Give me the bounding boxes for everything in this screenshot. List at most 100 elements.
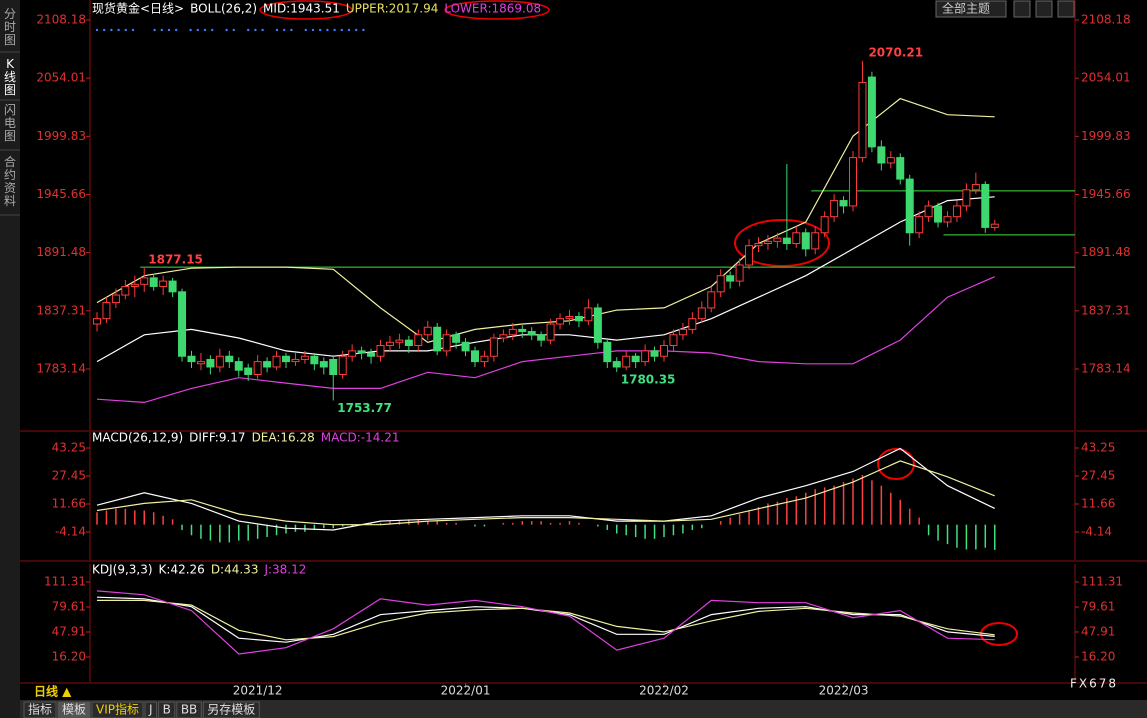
candle-body [688, 318, 697, 330]
period-label[interactable]: 日线 ▲ [34, 684, 72, 699]
indicator-label: MACD:-14.21 [321, 431, 400, 445]
candle-body [631, 355, 640, 363]
signal-dot [232, 28, 235, 32]
y-tick-label: 2108.18 [1081, 12, 1131, 26]
y-tick-label: 79.61 [1081, 599, 1115, 613]
bottom-tab[interactable]: 另存模板 [207, 703, 255, 717]
highlight-circle [877, 448, 915, 480]
candle-body [593, 307, 602, 343]
indicator-label: K:42.26 [159, 563, 205, 577]
candle-body [754, 243, 763, 247]
y-tick-label: 1891.48 [1081, 245, 1131, 259]
header-lower: LOWER:1869.08 [444, 2, 541, 16]
candle-body [527, 331, 536, 336]
bottom-tab[interactable]: VIP指标 [96, 702, 139, 717]
signal-dot [347, 28, 351, 32]
candle-body [565, 316, 574, 320]
signal-dot [304, 28, 307, 32]
candle-body [886, 157, 895, 164]
side-tab[interactable]: 合约资料 [4, 154, 16, 208]
candle-body [310, 355, 319, 365]
bottom-tab[interactable]: 指标 [28, 702, 52, 717]
candle-body [159, 280, 168, 287]
y-tick-label: 111.31 [1081, 574, 1123, 588]
bottom-tab[interactable]: B [163, 703, 171, 717]
candle-body [782, 237, 791, 245]
side-tab[interactable]: 闪电图 [4, 103, 16, 143]
candle-body [263, 361, 272, 368]
candle-body [811, 232, 820, 250]
candle-body [556, 318, 565, 325]
bottom-tab-frame[interactable] [57, 701, 91, 718]
candle-body [452, 334, 461, 343]
bottom-tab-frame[interactable] [158, 701, 176, 718]
candle-body [716, 275, 725, 293]
candle-body [622, 355, 631, 368]
time-label: 2022/01 [441, 684, 491, 698]
y-tick-label: 2054.01 [1081, 71, 1131, 85]
window-button[interactable] [1057, 0, 1075, 18]
y-tick-label: 1945.66 [36, 187, 86, 201]
y-tick-label: 79.61 [52, 599, 86, 613]
side-tab[interactable]: 分时图 [4, 7, 16, 47]
indicator-line [96, 460, 995, 526]
candle-body [508, 328, 517, 336]
highlight-circle [444, 0, 550, 20]
signal-dot [290, 28, 293, 32]
candle-body [867, 76, 876, 148]
candle-body [461, 341, 470, 352]
candle-body [102, 302, 111, 320]
theme-button[interactable] [935, 0, 1007, 18]
y-tick-label: 1837.31 [36, 303, 86, 317]
candle-body [319, 361, 328, 368]
header-symbol: 现货黄金<日线> [92, 1, 184, 16]
y-tick-label: 27.45 [52, 469, 86, 483]
candle-body [111, 294, 120, 304]
signal-dot [103, 28, 106, 32]
signal-dot [311, 28, 315, 32]
indicator-label: MACD(26,12,9) [92, 431, 183, 445]
bottom-tab[interactable]: 模板 [62, 703, 86, 717]
signal-dot [110, 28, 113, 32]
window-button[interactable] [1035, 0, 1053, 18]
signal-dots [95, 28, 365, 32]
signal-dot [95, 28, 99, 32]
y-tick-label: 1999.83 [36, 129, 86, 143]
y-tick-label: 16.20 [1081, 649, 1115, 663]
y-tick-label: 1945.66 [1081, 187, 1131, 201]
bottom-tab-frame[interactable] [23, 701, 57, 718]
bottom-tab[interactable]: J [148, 703, 153, 717]
indicator-line [96, 196, 995, 363]
bottom-tab-frame[interactable] [202, 701, 260, 718]
signal-dot [189, 28, 192, 32]
theme-button-label[interactable]: 全部主题 [942, 1, 990, 16]
candle-body [877, 146, 886, 164]
indicator-label: DIFF:9.17 [189, 431, 245, 445]
candle-body [849, 157, 857, 207]
bottom-tab[interactable]: BB [181, 703, 197, 717]
candle-body [546, 323, 555, 341]
y-tick-label: 111.31 [44, 574, 86, 588]
indicator-label: D:44.33 [211, 563, 259, 577]
candle-body [187, 355, 196, 363]
price-annotation: 1753.77 [337, 401, 392, 415]
candle-body [395, 339, 404, 343]
signal-dot [326, 28, 329, 32]
bottom-tab-frame[interactable] [144, 701, 158, 718]
side-tab[interactable]: K 线图 [4, 57, 16, 97]
signal-dot [247, 28, 250, 32]
candle-body [773, 237, 782, 242]
signal-dot [283, 28, 286, 32]
candle-body [93, 318, 101, 325]
window-button[interactable] [1013, 0, 1031, 18]
bottom-tab-frame[interactable] [176, 701, 202, 718]
candle-body [404, 339, 413, 347]
signal-dot [131, 28, 135, 32]
candle-body [943, 216, 952, 223]
candle-body [357, 350, 366, 354]
candle-body [376, 345, 385, 357]
candle-body [234, 361, 243, 371]
bottom-tab-frame[interactable] [91, 701, 144, 718]
highlight-circle [259, 0, 353, 20]
